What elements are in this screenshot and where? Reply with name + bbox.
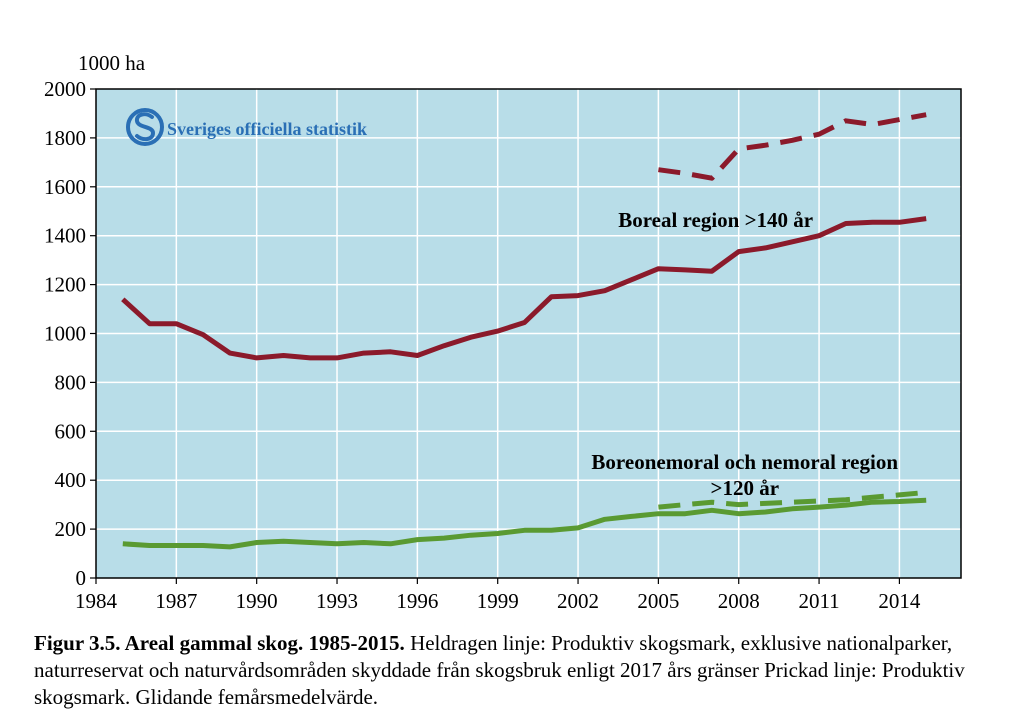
y-tick-label: 1600 xyxy=(44,175,86,199)
annotation-label-0: Boreal region >140 år xyxy=(618,208,813,232)
y-tick-label: 400 xyxy=(55,468,87,492)
y-tick-label: 0 xyxy=(76,566,87,590)
y-tick-label: 800 xyxy=(55,370,87,394)
solid-series-line-0 xyxy=(121,216,927,361)
caption-text: Heldragen linje: Produktiv skogsmark, ex… xyxy=(34,631,965,709)
y-tick-label: 1200 xyxy=(44,273,86,297)
x-tick-label: 1987 xyxy=(155,589,197,613)
chart: 1000 ha 0 200 400 600 800 1000 1200 1400 1600 180… xyxy=(44,51,962,613)
x-tick-label: 1993 xyxy=(316,589,358,613)
y-tick-label: 2000 xyxy=(44,77,86,101)
caption-title: Figur 3.5. Areal gammal skog. 1985-2015. xyxy=(34,631,405,655)
solid-series-line-2 xyxy=(122,497,927,550)
x-tick-label: 2008 xyxy=(718,589,760,613)
x-axis-ticks: 1984 1987 1990 1993 1996 1999 2002 2005 2008 2011… xyxy=(75,578,921,613)
y-axis-unit-label: 1000 ha xyxy=(78,51,146,75)
sos-logo-text: Sveriges officiella statistik xyxy=(167,119,367,139)
x-tick-label: 2002 xyxy=(557,589,599,613)
y-tick-label: 1400 xyxy=(44,224,86,248)
sos-logo-icon xyxy=(126,108,164,146)
dashed-series-line-1 xyxy=(658,112,927,181)
annotation-label-1: Boreonemoral och nemoral region xyxy=(591,450,898,474)
series-lines xyxy=(121,112,927,550)
y-tick-label: 1800 xyxy=(44,126,86,150)
y-axis-ticks: 0 200 400 600 800 1000 1200 1400 1600 1800 2000 xyxy=(44,77,96,590)
annotation-label-2: >120 år xyxy=(711,476,780,500)
x-tick-label: 1996 xyxy=(396,589,438,613)
sos-logo: Sveriges officiella statistik xyxy=(126,108,367,146)
y-tick-label: 1000 xyxy=(44,322,86,346)
x-tick-label: 2011 xyxy=(798,589,839,613)
x-tick-label: 2005 xyxy=(637,589,679,613)
x-tick-label: 2014 xyxy=(878,589,921,613)
figure-caption: Figur 3.5. Areal gammal skog. 1985-2015.… xyxy=(34,630,994,711)
y-tick-label: 600 xyxy=(55,419,87,443)
sos-logo-s-mark xyxy=(134,112,156,142)
dashed-series-line-3 xyxy=(658,489,927,510)
y-tick-label: 200 xyxy=(55,517,87,541)
x-tick-label: 1990 xyxy=(236,589,278,613)
plot-frame xyxy=(95,88,962,579)
x-tick-label: 1999 xyxy=(477,589,519,613)
annotations: Boreal region >140 år Boreonemoral och ne… xyxy=(591,208,898,500)
x-tick-label: 1984 xyxy=(75,589,118,613)
